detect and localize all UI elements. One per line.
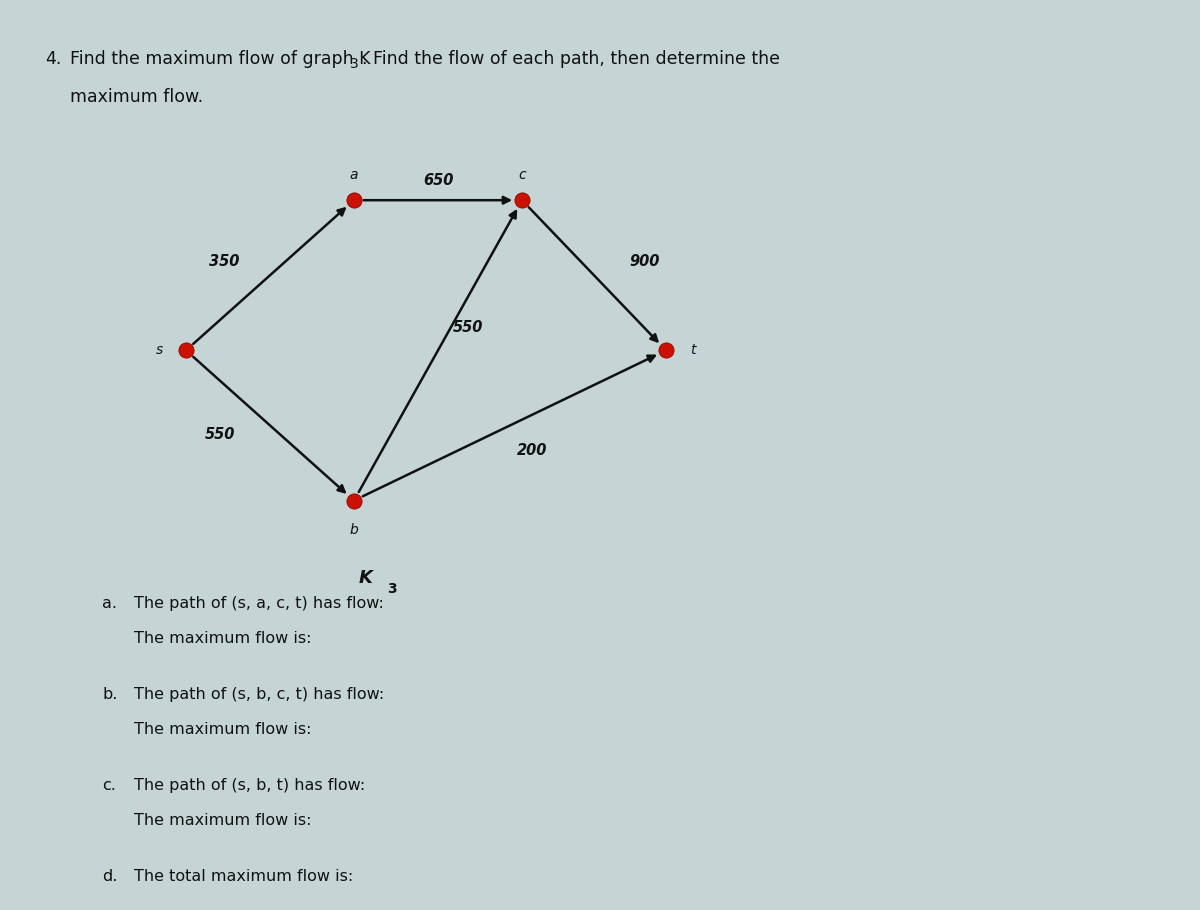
Text: 4.: 4. — [46, 50, 62, 68]
Text: The path of (s, b, c, t) has flow:: The path of (s, b, c, t) has flow: — [134, 687, 385, 702]
Text: 3: 3 — [388, 581, 397, 596]
Text: 350: 350 — [209, 254, 240, 269]
Text: b: b — [349, 522, 359, 537]
Text: 200: 200 — [516, 443, 547, 459]
Text: d.: d. — [102, 869, 118, 884]
Text: t: t — [690, 343, 695, 358]
Text: 3: 3 — [350, 57, 359, 71]
Text: maximum flow.: maximum flow. — [70, 88, 203, 106]
Text: b.: b. — [102, 687, 118, 702]
Text: . Find the flow of each path, then determine the: . Find the flow of each path, then deter… — [362, 50, 780, 68]
Text: a.: a. — [102, 596, 118, 611]
Text: The path of (s, a, c, t) has flow:: The path of (s, a, c, t) has flow: — [134, 596, 384, 611]
Text: 550: 550 — [452, 320, 484, 335]
Text: The path of (s, b, t) has flow:: The path of (s, b, t) has flow: — [134, 778, 366, 793]
Text: s: s — [156, 343, 163, 358]
Text: The maximum flow is:: The maximum flow is: — [134, 631, 312, 645]
Text: a: a — [349, 167, 359, 182]
Text: 650: 650 — [422, 173, 454, 187]
Text: K: K — [359, 569, 373, 587]
Text: 550: 550 — [204, 427, 235, 442]
Text: 900: 900 — [629, 254, 660, 269]
Text: The maximum flow is:: The maximum flow is: — [134, 722, 312, 736]
Text: c: c — [518, 167, 526, 182]
Text: The maximum flow is:: The maximum flow is: — [134, 813, 312, 827]
Text: c.: c. — [102, 778, 116, 793]
Text: The total maximum flow is:: The total maximum flow is: — [134, 869, 354, 884]
Text: Find the maximum flow of graph K: Find the maximum flow of graph K — [70, 50, 370, 68]
